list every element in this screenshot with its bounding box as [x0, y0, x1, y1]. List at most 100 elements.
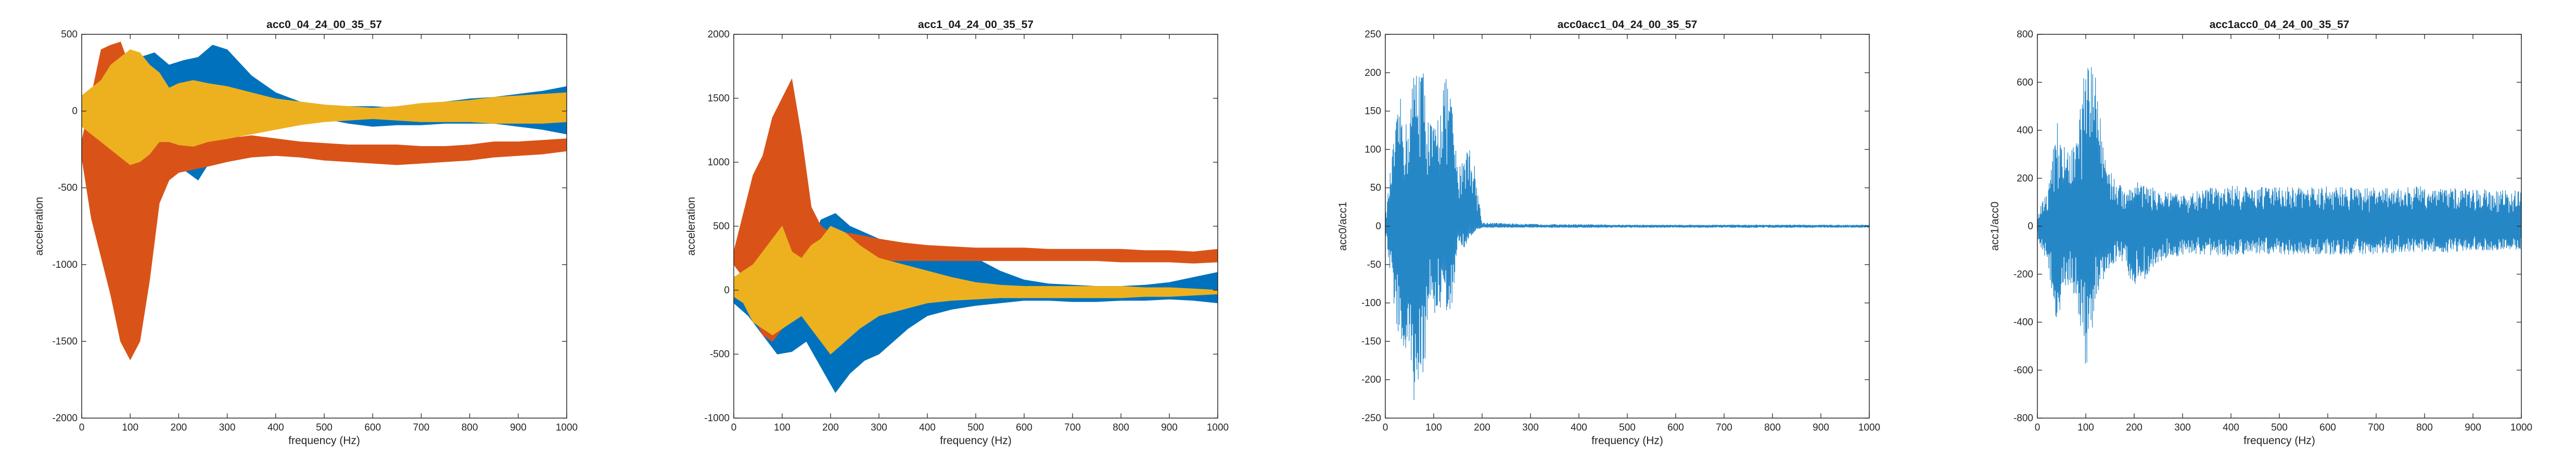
y-tick-label: 1500 — [708, 93, 730, 104]
x-tick-label: 300 — [1522, 422, 1539, 433]
y-tick-label: 50 — [1370, 183, 1381, 193]
x-tick-label: 400 — [2223, 422, 2239, 433]
x-tick-label: 300 — [219, 422, 236, 433]
y-tick-label: -100 — [1361, 298, 1381, 309]
x-tick-label: 500 — [316, 422, 333, 433]
x-tick-label: 500 — [967, 422, 984, 433]
x-tick-label: 400 — [1571, 422, 1587, 433]
y-tick-label: 0 — [72, 106, 78, 117]
y-tick-label: -2000 — [52, 413, 78, 424]
y-tick-label: -200 — [1361, 374, 1381, 385]
y-tick-label: 500 — [713, 221, 730, 232]
y-tick-label: -1000 — [704, 413, 730, 424]
y-tick-label: 0 — [724, 285, 730, 296]
y-tick-label: -200 — [2013, 269, 2033, 280]
x-tick-label: 700 — [1064, 422, 1081, 433]
y-tick-label: 1000 — [708, 157, 730, 168]
x-tick-label: 0 — [731, 422, 737, 433]
x-tick-label: 900 — [1161, 422, 1178, 433]
x-tick-label: 500 — [1619, 422, 1636, 433]
plot-content — [734, 78, 1218, 393]
x-tick-label: 100 — [122, 422, 138, 433]
y-axis-label: acc0/acc1 — [1337, 202, 1349, 251]
chart-title: acc0acc1_04_24_00_35_57 — [1558, 19, 1698, 31]
x-tick-label: 700 — [1716, 422, 1732, 433]
x-tick-label: 600 — [1016, 422, 1032, 433]
x-tick-label: 400 — [919, 422, 936, 433]
y-tick-label: 200 — [2017, 173, 2033, 184]
x-tick-label: 0 — [2035, 422, 2041, 433]
y-tick-label: -1000 — [52, 259, 78, 270]
x-axis-label: frequency (Hz) — [2243, 435, 2315, 447]
series-3-area — [734, 225, 1218, 355]
y-tick-label: -600 — [2013, 365, 2033, 376]
y-tick-label: 200 — [1364, 68, 1381, 79]
chart-panel-1: 0 100 200 300 400 500 600 700 800 900 1000 -2000 -15… — [33, 19, 578, 447]
x-tick-label: 200 — [2126, 422, 2143, 433]
x-tick-label: 900 — [1813, 422, 1829, 433]
x-tick-label: 800 — [1113, 422, 1129, 433]
x-tick-label: 500 — [2271, 422, 2288, 433]
y-tick-label: -250 — [1361, 413, 1381, 424]
y-tick-label: -500 — [710, 349, 730, 360]
y-tick-label: -1500 — [52, 336, 78, 347]
x-tick-label: 300 — [2174, 422, 2191, 433]
x-tick-label: 800 — [2416, 422, 2433, 433]
x-tick-label: 600 — [364, 422, 381, 433]
x-tick-label: 100 — [2077, 422, 2094, 433]
x-axis-label: frequency (Hz) — [1591, 435, 1663, 447]
plot-content — [2037, 67, 2521, 364]
y-tick-label: 250 — [1364, 29, 1381, 40]
y-tick-label: -800 — [2013, 413, 2033, 424]
plot-content — [82, 42, 567, 360]
y-tick-label: -400 — [2013, 317, 2033, 328]
y-axis-label: acc1/acc0 — [1989, 202, 2001, 251]
x-tick-label: 600 — [1667, 422, 1684, 433]
x-tick-label: 600 — [2319, 422, 2336, 433]
x-tick-label: 0 — [79, 422, 85, 433]
x-tick-label: 800 — [462, 422, 478, 433]
series-1-line — [2037, 67, 2521, 364]
y-tick-label: -500 — [58, 183, 78, 193]
x-tick-label: 900 — [2465, 422, 2481, 433]
chart-panel-3: 0 100 200 300 400 500 600 700 800 900 1000-250-200… — [1337, 19, 1880, 447]
x-tick-label: 700 — [2368, 422, 2384, 433]
y-tick-label: -50 — [1367, 259, 1381, 270]
x-tick-label: 1000 — [2510, 422, 2532, 433]
chart-title: acc0_04_24_00_35_57 — [266, 19, 382, 31]
x-axis-label: frequency (Hz) — [940, 435, 1012, 447]
y-tick-label: 400 — [2017, 125, 2033, 136]
y-tick-label: -150 — [1361, 336, 1381, 347]
x-tick-label: 0 — [1383, 422, 1388, 433]
chart-title: acc1acc0_04_24_00_35_57 — [2210, 19, 2350, 31]
y-axis-label: acceleration — [685, 197, 697, 255]
y-tick-label: 0 — [2027, 221, 2033, 232]
x-tick-label: 900 — [510, 422, 527, 433]
plot-content — [1385, 73, 1869, 400]
y-tick-label: 800 — [2017, 29, 2033, 40]
x-tick-label: 700 — [413, 422, 430, 433]
x-tick-label: 300 — [871, 422, 887, 433]
x-tick-label: 200 — [171, 422, 187, 433]
y-tick-label: 2000 — [708, 29, 730, 40]
x-tick-label: 1000 — [1858, 422, 1880, 433]
y-axis-label: acceleration — [33, 197, 45, 255]
y-tick-label: 0 — [1375, 221, 1381, 232]
x-tick-label: 400 — [267, 422, 284, 433]
x-tick-label: 100 — [774, 422, 790, 433]
series-1-line — [1385, 73, 1869, 400]
x-tick-label: 200 — [1474, 422, 1490, 433]
y-tick-label: 100 — [1364, 144, 1381, 155]
x-tick-label: 200 — [822, 422, 839, 433]
y-tick-label: 500 — [61, 29, 78, 40]
y-tick-label: 600 — [2017, 77, 2033, 88]
x-tick-label: 100 — [1425, 422, 1442, 433]
x-tick-label: 1000 — [556, 422, 578, 433]
series-3-area — [82, 49, 567, 165]
chart-title: acc1_04_24_00_35_57 — [918, 19, 1034, 31]
x-tick-label: 800 — [1764, 422, 1781, 433]
x-axis-label: frequency (Hz) — [288, 435, 360, 447]
y-tick-label: 150 — [1364, 106, 1381, 117]
